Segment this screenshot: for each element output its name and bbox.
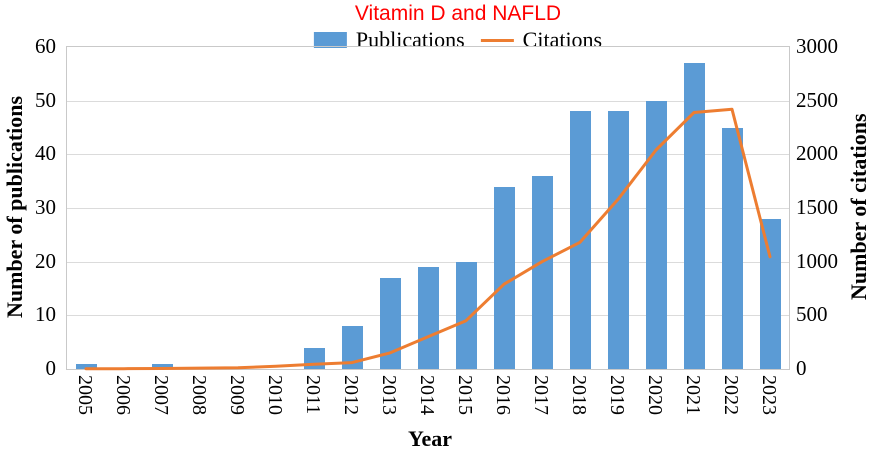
left-tick-30: 30 [35,195,56,219]
bar-2012 [341,326,363,369]
publications-legend-swatch [313,32,347,48]
chart-title: Vitamin D and NAFLD [354,2,562,25]
left-tick-20: 20 [35,248,56,273]
x-tick-2016: 2016 [492,375,514,415]
right-tick-0: 0 [796,356,807,380]
right-tick-3000: 3000 [796,34,838,58]
citations-legend-line [480,38,514,42]
x-tick-2008: 2008 [188,375,210,415]
x-tick-2010: 2010 [264,375,286,415]
bar-2022 [721,127,743,369]
x-tick-2021: 2021 [682,375,704,415]
bar-2015 [455,261,477,369]
x-axis-title: Year [408,426,452,451]
plot-area [66,46,790,371]
gridline [67,208,789,209]
right-tick-1500: 1500 [796,195,838,219]
bar-2017 [531,175,553,369]
x-tick-2019: 2019 [606,375,628,415]
left-tick-60: 60 [35,34,56,58]
left-tick-10: 10 [35,302,56,327]
x-tick-2020: 2020 [644,375,666,415]
x-tick-2023: 2023 [758,375,780,415]
bar-2007 [151,363,173,369]
bar-2023 [759,218,781,369]
bar-2019 [607,111,629,369]
bar-2014 [417,267,439,369]
citations-legend-label: Citations [522,27,603,52]
x-tick-2005: 2005 [74,375,96,415]
right-tick-2000: 2000 [796,141,838,166]
bar-2021 [683,63,705,369]
right-tick-2500: 2500 [796,87,838,112]
x-tick-2011: 2011 [302,375,324,415]
gridline [67,261,789,263]
bar-2016 [493,186,515,369]
x-tick-2015: 2015 [454,375,476,415]
x-tick-2022: 2022 [720,375,742,415]
left-tick-40: 40 [35,141,56,166]
legend: Publications Citations [313,27,603,53]
bar-2013 [379,277,401,369]
gridline [67,154,789,156]
x-tick-2007: 2007 [150,375,172,415]
right-tick-1000: 1000 [796,248,838,273]
x-tick-2006: 2006 [112,375,134,415]
right-tick-500: 500 [796,302,828,327]
left-tick-0: 0 [45,356,57,380]
x-tick-2009: 2009 [226,375,248,415]
bar-2005 [75,363,97,369]
citations-line [84,107,772,371]
x-tick-2017: 2017 [530,375,552,415]
citations-line-layer [84,107,772,371]
x-tick-2012: 2012 [340,375,362,415]
left-tick-50: 50 [35,87,56,112]
publications-legend-label: Publications [355,27,465,52]
bar-2020 [645,100,667,369]
gridline [67,100,789,102]
x-tick-2013: 2013 [378,375,400,415]
x-tick-2018: 2018 [568,375,590,415]
x-tick-2014: 2014 [416,375,438,415]
